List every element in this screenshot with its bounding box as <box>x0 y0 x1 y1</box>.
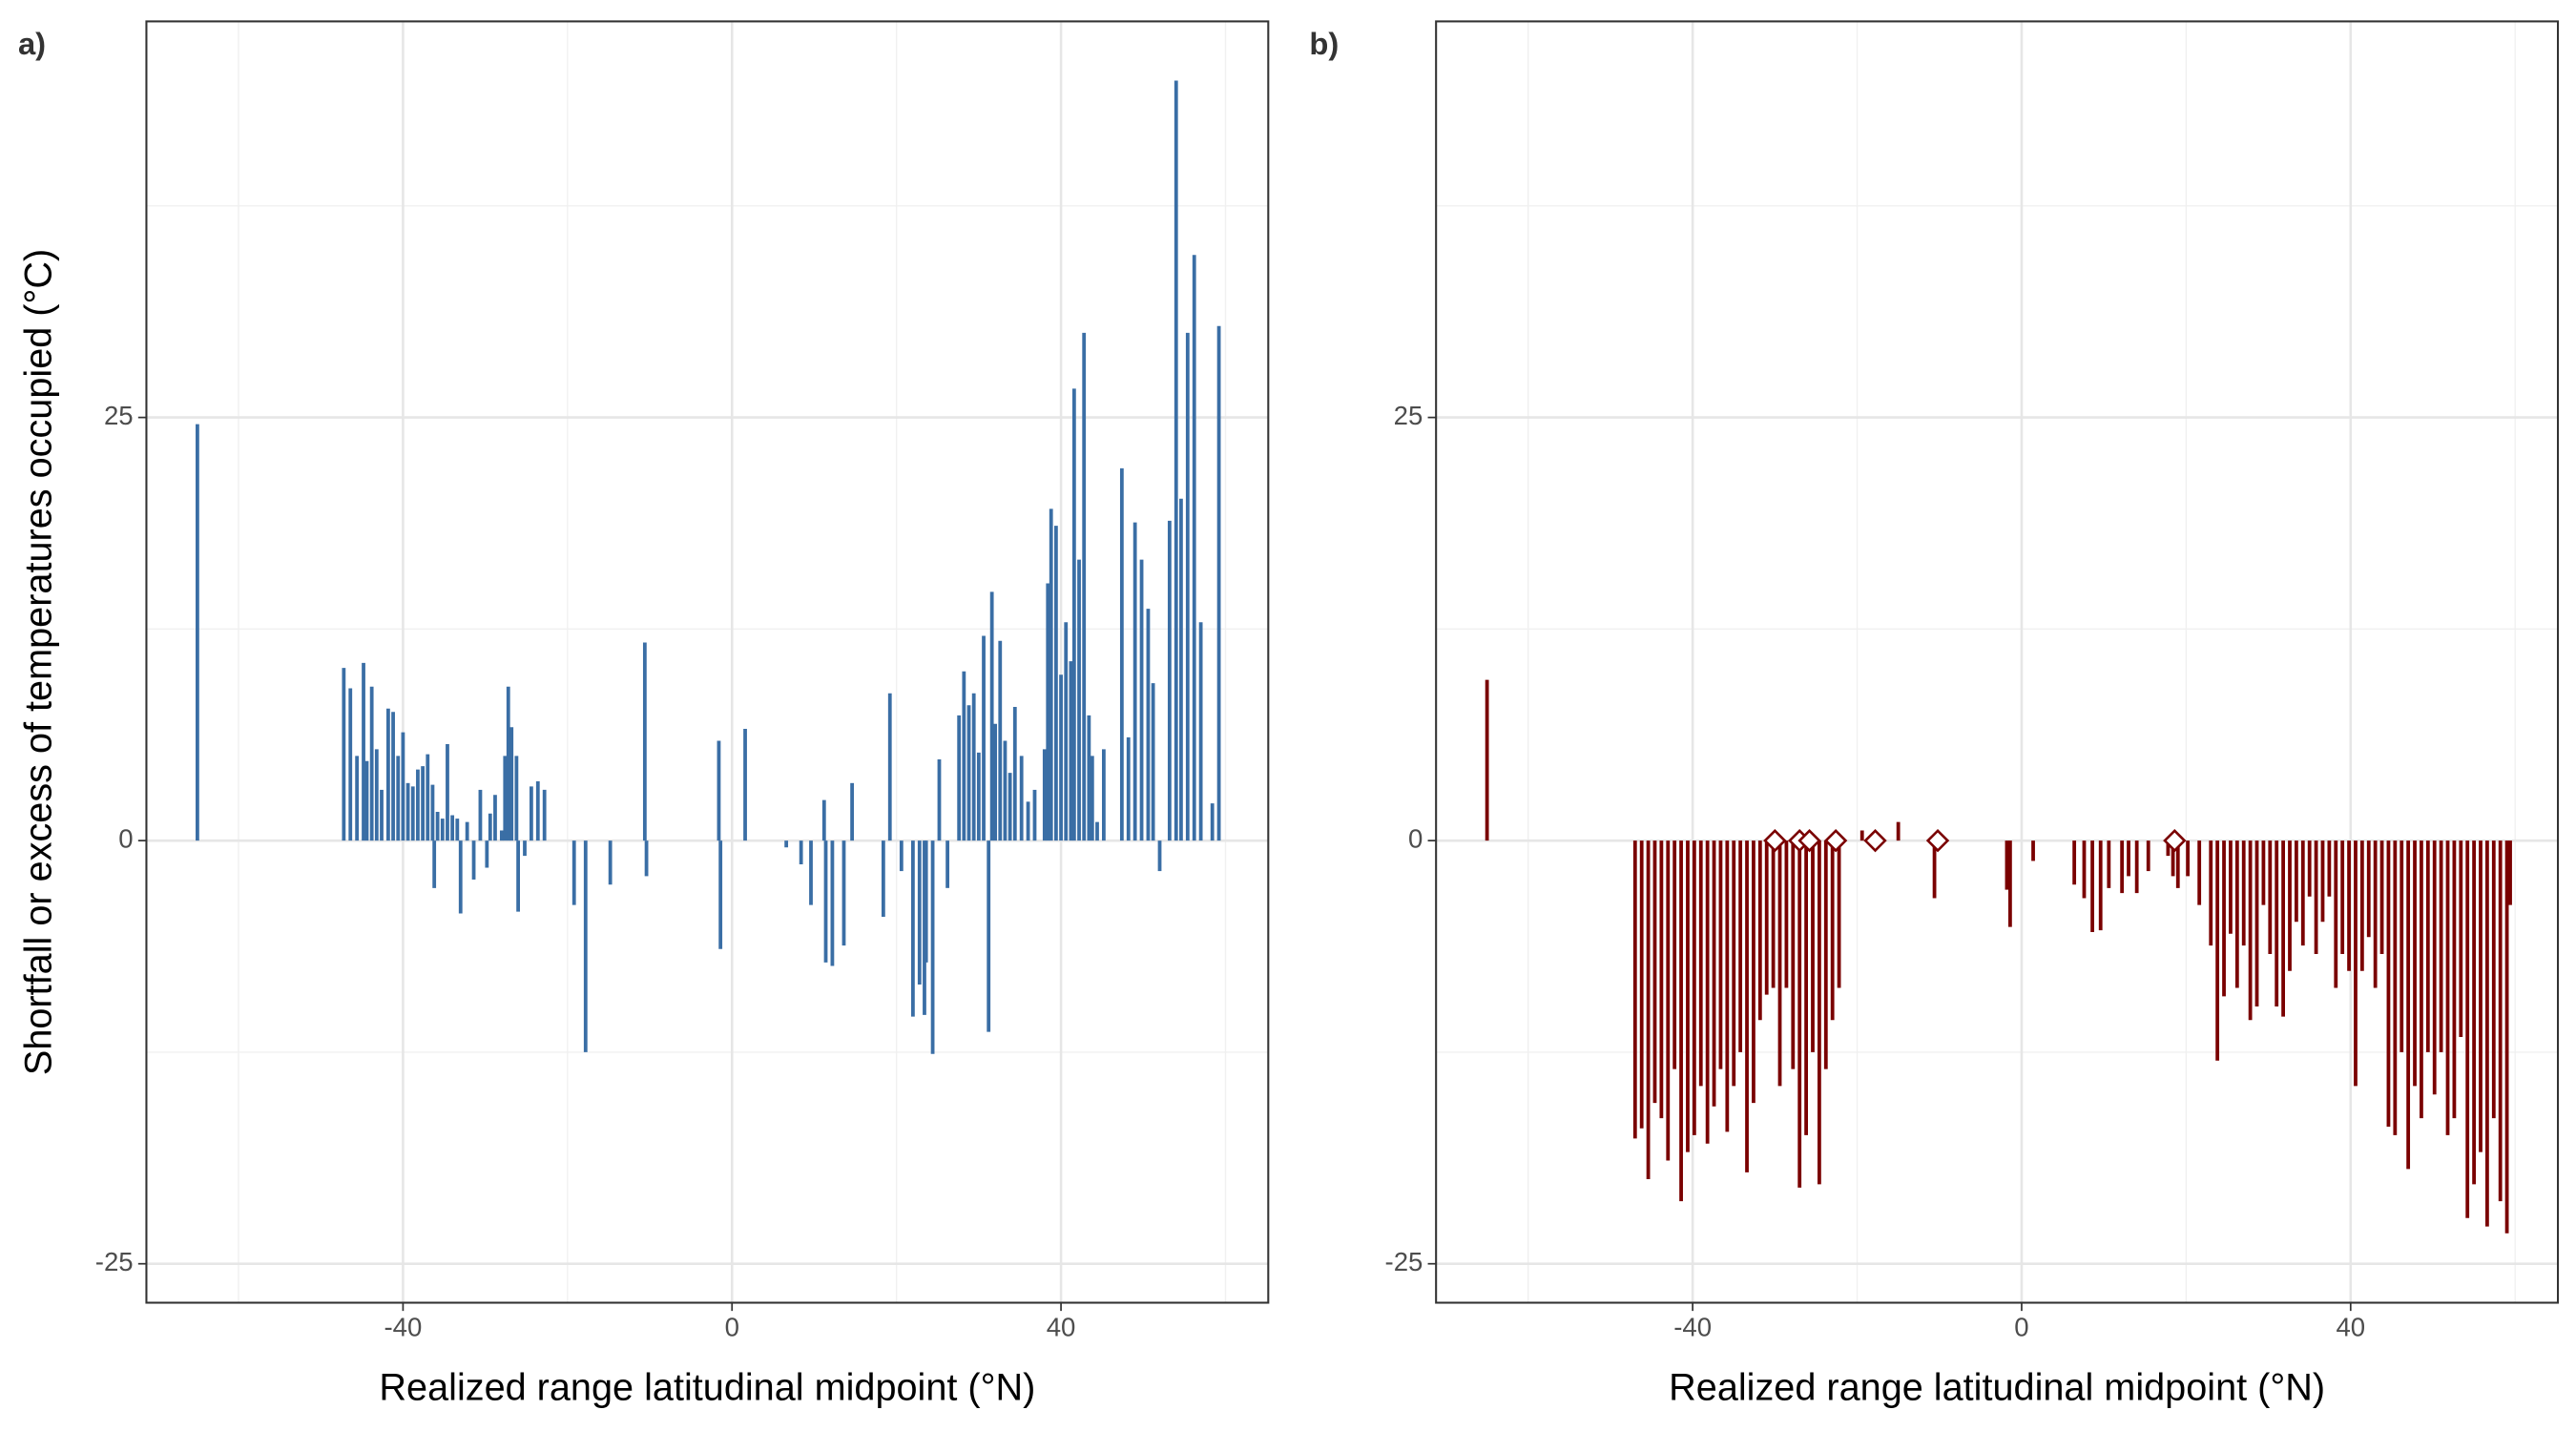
x-tick-label: 0 <box>2014 1312 2028 1341</box>
panel-border <box>1435 20 2560 1304</box>
x-tick-label: 40 <box>1047 1312 1076 1341</box>
y-tick-label: 0 <box>118 823 133 853</box>
panel-border <box>145 20 1270 1304</box>
y-tick-label: -25 <box>95 1247 134 1276</box>
x-axis-title: Realized range latitudinal midpoint (°N) <box>1669 1366 2325 1408</box>
diamond-point <box>1763 828 1787 853</box>
x-tick-label: -40 <box>1673 1312 1712 1341</box>
x-tick-label: 40 <box>2336 1312 2365 1341</box>
x-axis-title: Realized range latitudinal midpoint (°N) <box>379 1366 1035 1408</box>
x-tick-label: 0 <box>725 1312 739 1341</box>
plot-background <box>146 21 1269 1303</box>
y-axis-title: Shortfall or excess of temperatures occu… <box>18 249 60 1075</box>
y-tick-label: 25 <box>104 401 134 430</box>
panel-label: b) <box>1309 26 1339 61</box>
diamond-point <box>1823 828 1848 853</box>
diamond-point <box>1863 828 1887 853</box>
panel-label: a) <box>18 26 46 61</box>
diamond-point <box>2163 828 2187 853</box>
diamond-point <box>1925 828 1950 853</box>
y-tick-label: 25 <box>1394 401 1423 430</box>
y-tick-label: -25 <box>1385 1247 1423 1276</box>
plot-background <box>1436 21 2559 1303</box>
y-tick-label: 0 <box>1408 823 1423 853</box>
x-tick-label: -40 <box>384 1312 422 1341</box>
diamond-point <box>1797 828 1821 853</box>
